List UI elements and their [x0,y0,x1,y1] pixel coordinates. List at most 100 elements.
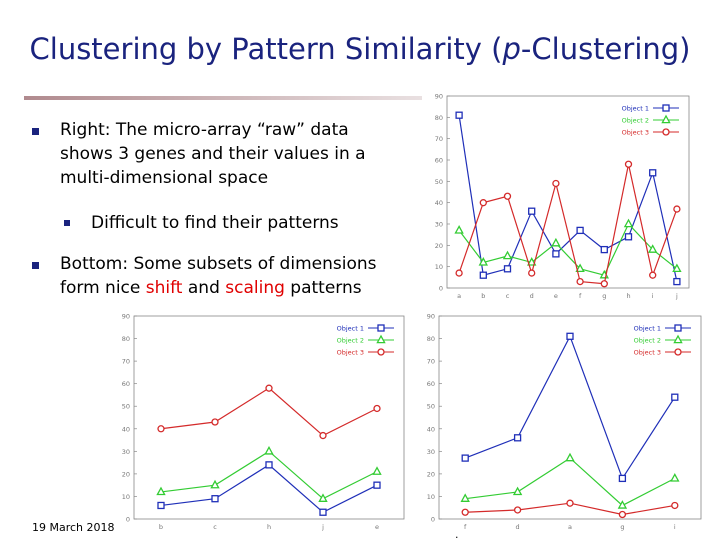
legend-marker [662,104,670,112]
legend-label: Object 1 [634,325,661,333]
plot-frame [438,315,702,520]
series-line [458,115,678,282]
legend-label: Object 2 [622,117,649,125]
y-tick-label: 20 [435,242,443,250]
data-point [265,384,273,392]
legend-marker [662,128,670,136]
bullet-bottom: Bottom: Some subsets of dimensions form … [60,252,410,300]
data-point [670,473,680,482]
chart-shift-pattern: 0 10 20 30 40 50 60 70 80 90 b c h j e Object 1 Object 2… [122,313,405,531]
bullet-difficult: Difficult to find their patterns [91,213,339,233]
data-point [210,479,220,489]
x-tick-label: c [213,523,217,531]
y-tick-label: 40 [427,425,435,433]
data-point [623,218,634,228]
data-point [624,160,633,168]
y-tick-label: 70 [435,135,443,143]
x-tick-label: d [516,523,520,531]
data-point [502,250,513,260]
legend-marker [376,334,386,344]
data-point [478,257,488,266]
data-point [527,257,537,266]
data-point [373,481,381,489]
data-point [479,271,487,279]
x-tick-label: j [321,523,324,531]
legend-marker [377,348,385,356]
plot-frame [133,315,405,520]
x-tick-label: j [675,292,678,300]
y-tick-label: 40 [435,199,443,207]
x-tick-label: g [602,292,606,300]
y-tick-label: 70 [427,358,435,366]
data-point [265,461,273,469]
data-point [624,233,633,241]
x-tick-label: h [267,523,271,531]
y-tick-label: 30 [427,448,435,456]
y-tick-label: 80 [435,114,443,122]
shift-word: shift [145,278,183,298]
data-point [211,495,219,503]
legend-label: Object 3 [634,349,661,357]
data-point [649,271,657,279]
legend-label: Object 1 [622,105,649,113]
data-point [157,501,165,510]
legend-label: Object 2 [337,337,364,345]
x-tick-label: g [620,523,624,531]
x-tick-label: e [375,523,379,531]
data-point [618,510,627,519]
data-point [319,431,327,440]
y-tick-label: 80 [427,335,435,343]
data-point [600,245,608,254]
legend-marker [674,348,682,356]
bullet-marker [32,262,39,269]
series-line [458,164,678,285]
x-tick-label: h [626,292,630,300]
data-point [648,244,658,253]
y-tick-label: 20 [122,470,130,478]
scaling-word: scaling [225,278,285,298]
legend-label: Object 2 [634,337,661,345]
y-tick-label: 60 [122,380,130,388]
y-tick-label: 0 [431,516,435,524]
x-tick-label: i [652,292,654,300]
legend-label: Object 3 [622,129,649,137]
chart-raw-data: 0 10 20 30 40 50 60 70 80 90 a b c d e f g h i j Object 1 Obj… [435,93,690,300]
data-point [576,277,584,286]
x-tick-label: e [554,292,558,300]
data-point [454,225,464,234]
legend-label: Object 3 [337,349,364,357]
data-point [528,207,536,215]
data-point [673,205,681,213]
data-point [156,486,166,496]
data-point [157,425,165,433]
data-point [461,508,469,516]
series-line [458,222,678,276]
data-point [372,466,382,475]
y-tick-label: 0 [439,285,443,293]
footer-mark: . [455,528,459,541]
data-point [552,250,560,258]
y-tick-label: 10 [427,493,435,501]
bullet-bottom-mid: and [182,278,226,298]
bullet-bottom-post: patterns [284,278,362,298]
x-tick-label: b [159,523,163,531]
y-tick-label: 50 [122,403,130,411]
data-point [318,493,328,502]
slide-title: Clustering by Pattern Similarity (p-Clus… [0,32,720,66]
x-tick-label: a [568,523,572,531]
data-point [649,169,657,177]
data-point [211,418,219,426]
y-tick-label: 60 [427,380,435,388]
data-point [503,192,512,200]
y-tick-label: 30 [435,221,443,229]
data-point [513,506,522,514]
data-point [672,263,682,273]
data-point [528,269,536,277]
x-tick-label: i [674,523,676,531]
data-point [513,434,522,442]
data-point [600,280,608,288]
title-italic: p [502,32,521,66]
bullet-marker [32,128,39,135]
data-point [617,500,628,509]
sub-bullet-marker [64,220,70,226]
